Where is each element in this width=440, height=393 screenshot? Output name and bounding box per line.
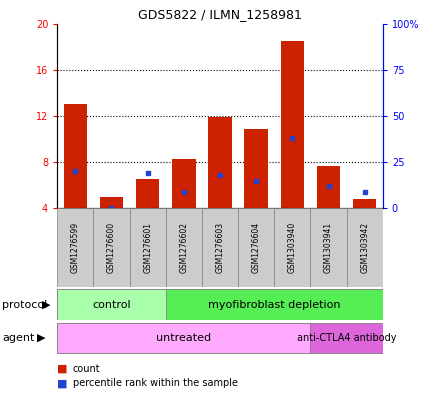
Bar	[63, 105, 87, 208]
Text: GSM1276600: GSM1276600	[107, 222, 116, 273]
Bar	[317, 165, 340, 208]
Text: ■: ■	[57, 364, 68, 374]
Text: untreated: untreated	[156, 333, 211, 343]
Bar	[100, 197, 123, 208]
Title: GDS5822 / ILMN_1258981: GDS5822 / ILMN_1258981	[138, 8, 302, 21]
FancyBboxPatch shape	[166, 208, 202, 287]
FancyBboxPatch shape	[57, 323, 311, 353]
Bar	[172, 159, 195, 208]
FancyBboxPatch shape	[202, 208, 238, 287]
Text: ▶: ▶	[42, 299, 50, 310]
Text: GSM1276603: GSM1276603	[216, 222, 224, 273]
FancyBboxPatch shape	[93, 208, 129, 287]
FancyBboxPatch shape	[166, 290, 383, 320]
Text: GSM1276601: GSM1276601	[143, 222, 152, 273]
Text: anti-CTLA4 antibody: anti-CTLA4 antibody	[297, 333, 396, 343]
FancyBboxPatch shape	[274, 208, 311, 287]
Text: GSM1303942: GSM1303942	[360, 222, 369, 273]
Text: GSM1303940: GSM1303940	[288, 222, 297, 273]
FancyBboxPatch shape	[311, 323, 383, 353]
Text: ■: ■	[57, 378, 68, 388]
Text: myofibroblast depletion: myofibroblast depletion	[208, 299, 341, 310]
FancyBboxPatch shape	[57, 208, 93, 287]
Bar	[208, 117, 232, 208]
Text: percentile rank within the sample: percentile rank within the sample	[73, 378, 238, 388]
Text: protocol: protocol	[2, 299, 48, 310]
Text: GSM1276604: GSM1276604	[252, 222, 260, 273]
Text: GSM1276599: GSM1276599	[71, 222, 80, 273]
Bar	[353, 199, 377, 208]
Bar	[281, 41, 304, 208]
Text: agent: agent	[2, 333, 35, 343]
Bar	[136, 180, 159, 208]
FancyBboxPatch shape	[129, 208, 166, 287]
Text: GSM1276602: GSM1276602	[180, 222, 188, 273]
FancyBboxPatch shape	[347, 208, 383, 287]
Text: GSM1303941: GSM1303941	[324, 222, 333, 273]
FancyBboxPatch shape	[57, 290, 166, 320]
Text: control: control	[92, 299, 131, 310]
FancyBboxPatch shape	[311, 208, 347, 287]
Text: count: count	[73, 364, 100, 374]
FancyBboxPatch shape	[238, 208, 274, 287]
Text: ▶: ▶	[37, 333, 46, 343]
Bar	[245, 129, 268, 208]
